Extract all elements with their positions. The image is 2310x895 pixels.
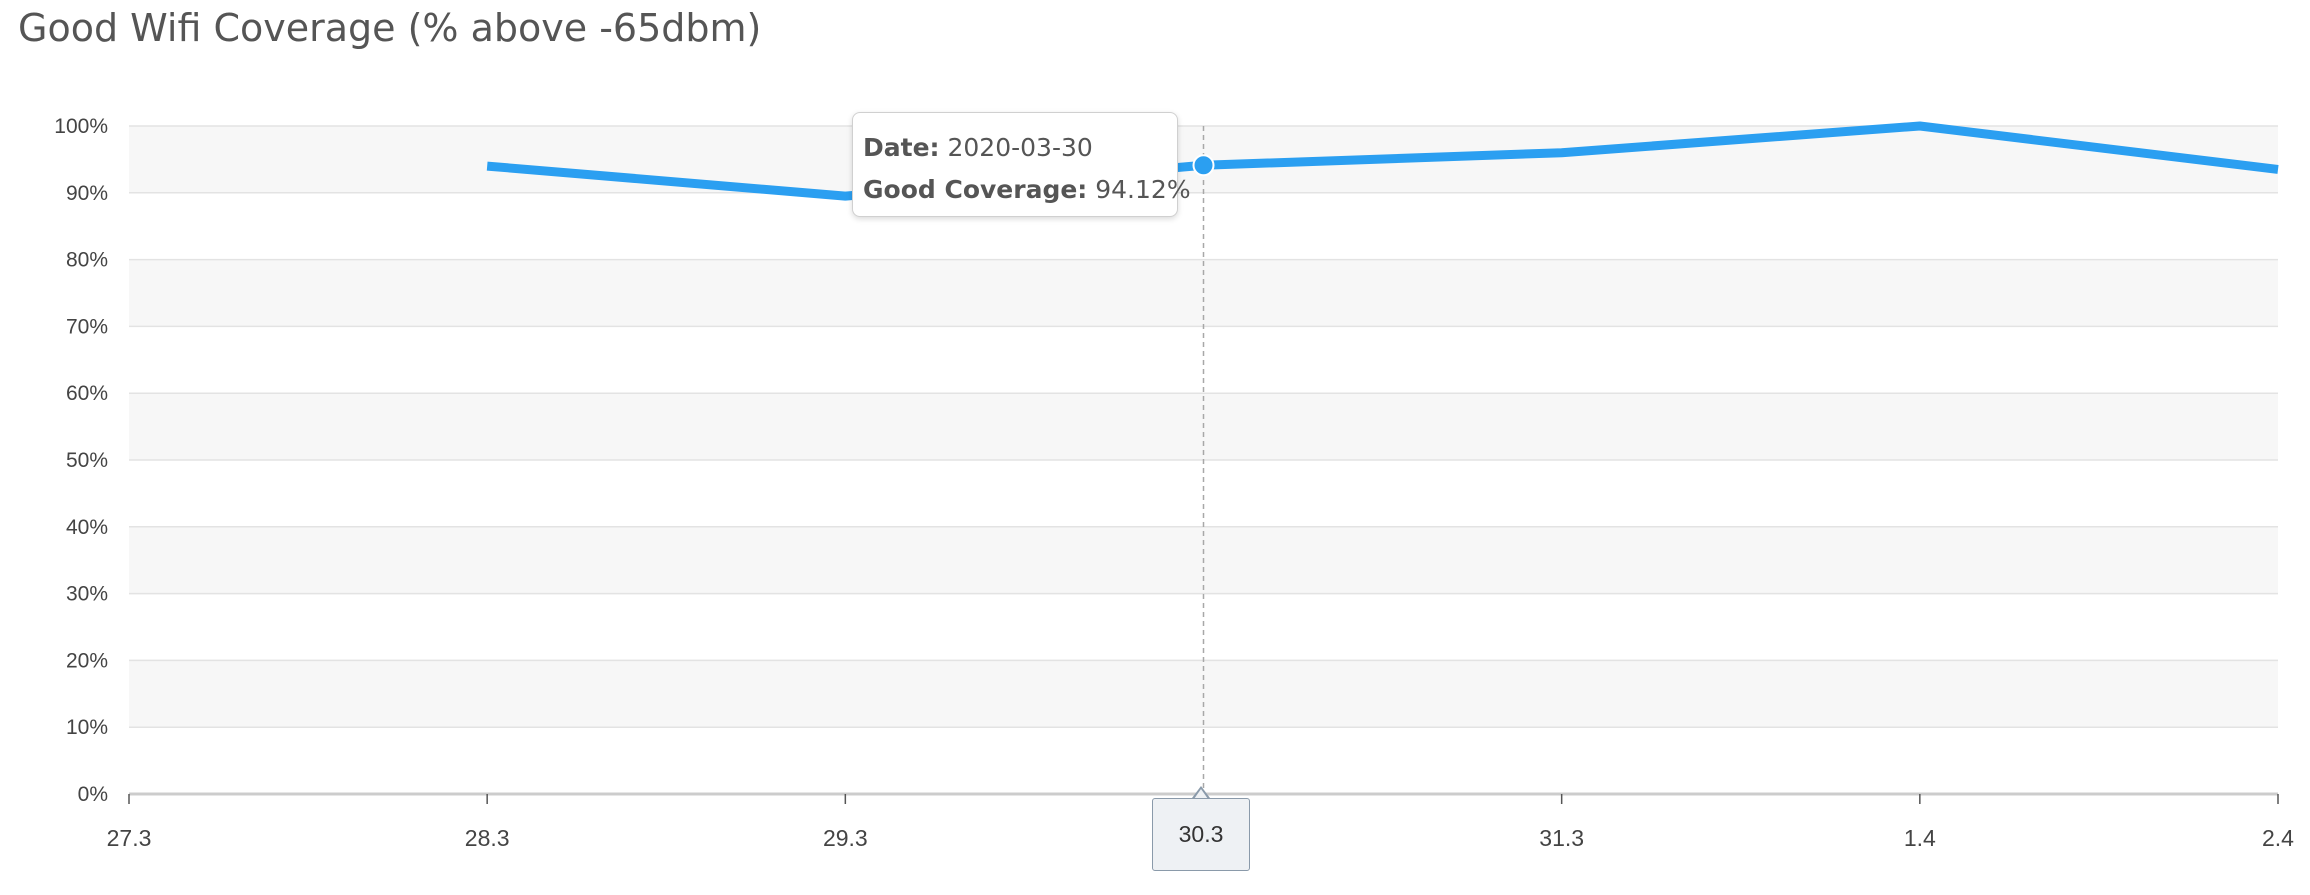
y-tick-label: 80% [66,249,108,272]
tooltip-value-label: Good Coverage: [863,175,1088,204]
y-tick-label: 50% [66,449,108,472]
highlighted-point [1192,154,1215,177]
tooltip-value: 94.12% [1095,175,1191,204]
y-axis-ticks: 0% 10% 20% 30% 40% 50% 60% 70% 80% 90% 100% [54,115,108,806]
y-tick-label: 30% [66,583,108,606]
x-tick-label: 31.3 [1539,825,1584,851]
chart-title: Good Wifi Coverage (% above -65dbm) [18,6,762,50]
y-tick-label: 100% [54,115,108,138]
series-layer [486,121,2279,201]
x-tick-label: 29.3 [823,825,868,851]
series-line [486,121,2279,201]
x-highlight-badge: 30.3 [1152,798,1250,871]
chart-tooltip: Date: 2020-03-30 Good Coverage: 94.12% [852,112,1191,217]
y-tick-label: 40% [66,516,108,539]
y-tick-label: 20% [66,649,108,672]
y-tick-label: 10% [66,716,108,739]
x-tick-label: 2.4 [2262,825,2294,851]
y-tick-label: 60% [66,382,108,405]
x-tick-label: 28.3 [465,825,510,851]
tooltip-date-value: 2020-03-30 [947,133,1093,162]
y-tick-label: 90% [66,182,108,205]
x-tick-label: 27.3 [107,825,152,851]
tooltip-value-row: Good Coverage: 94.12% [863,169,1191,211]
tooltip-date-label: Date: [863,133,940,162]
x-tick-label: 1.4 [1904,825,1936,851]
tooltip-date-row: Date: 2020-03-30 [863,127,1167,169]
y-tick-label: 70% [66,315,108,338]
x-highlight-badge-arrow-fill [1194,789,1208,799]
y-tick-label: 0% [78,783,108,806]
